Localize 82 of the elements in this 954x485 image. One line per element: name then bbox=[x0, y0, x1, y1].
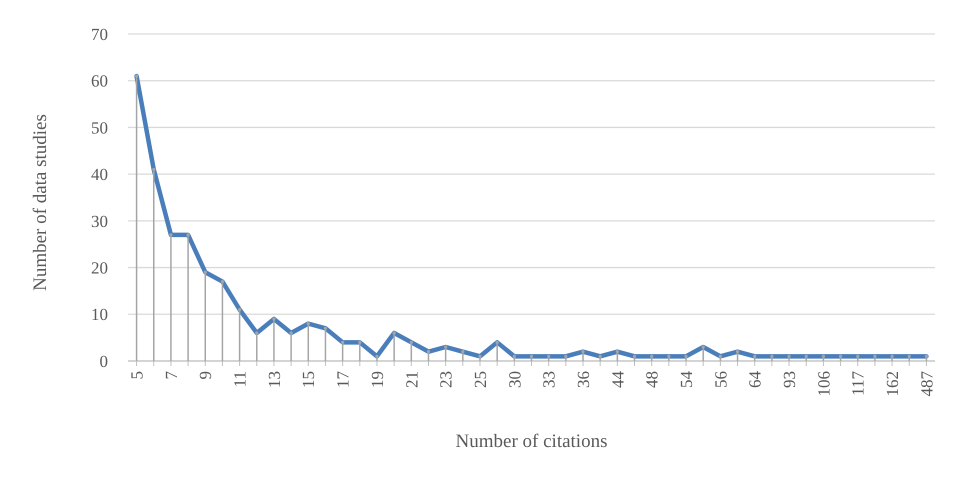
point bbox=[426, 350, 430, 354]
y-tick-label: 40 bbox=[91, 165, 108, 184]
point bbox=[908, 354, 911, 358]
point bbox=[186, 233, 190, 236]
point bbox=[530, 354, 534, 358]
y-tick-label: 20 bbox=[91, 258, 108, 278]
x-tick-label: 13 bbox=[264, 371, 284, 388]
x-tick-label: 23 bbox=[436, 371, 456, 388]
point bbox=[496, 340, 499, 344]
point bbox=[616, 350, 619, 354]
y-axis-title: Number of data studies bbox=[30, 114, 51, 291]
point bbox=[255, 331, 258, 335]
point bbox=[220, 280, 224, 284]
point bbox=[478, 354, 482, 358]
point bbox=[324, 326, 328, 330]
x-tick-label: 487 bbox=[917, 370, 936, 396]
x-tick-label: 25 bbox=[470, 371, 490, 388]
point bbox=[684, 354, 688, 358]
x-tick-label: 33 bbox=[540, 371, 559, 388]
point bbox=[838, 354, 842, 358]
point bbox=[770, 354, 774, 358]
point bbox=[856, 354, 860, 358]
x-tick-label: 162 bbox=[883, 371, 902, 396]
x-tick-label: 117 bbox=[848, 370, 868, 396]
point bbox=[787, 354, 791, 358]
point bbox=[581, 350, 585, 354]
line-series bbox=[134, 74, 929, 359]
x-tick-label: 30 bbox=[505, 371, 524, 388]
point bbox=[873, 354, 877, 358]
point bbox=[410, 340, 413, 344]
point bbox=[718, 354, 722, 358]
y-tick-label: 50 bbox=[91, 118, 108, 138]
point bbox=[890, 354, 894, 358]
y-tick-label: 60 bbox=[91, 72, 108, 91]
point bbox=[290, 331, 293, 335]
point bbox=[461, 350, 464, 354]
x-tick-label: 56 bbox=[711, 371, 730, 388]
point bbox=[358, 340, 362, 344]
point bbox=[204, 270, 207, 274]
point bbox=[341, 340, 344, 344]
point bbox=[924, 354, 928, 358]
x-tick-label: 7 bbox=[162, 370, 181, 380]
point bbox=[272, 317, 276, 321]
point bbox=[667, 354, 670, 358]
x-tick-label: 17 bbox=[334, 370, 353, 388]
point bbox=[512, 354, 516, 358]
point bbox=[306, 322, 310, 326]
point bbox=[392, 331, 396, 335]
x-tick-label: 9 bbox=[196, 371, 216, 380]
x-tick-label: 54 bbox=[676, 370, 696, 388]
point bbox=[753, 354, 756, 358]
x-tick-label: 19 bbox=[368, 371, 387, 388]
point bbox=[375, 354, 379, 358]
point bbox=[632, 354, 636, 358]
x-tick-label: 106 bbox=[814, 371, 834, 396]
x-tick-label: 44 bbox=[608, 370, 628, 388]
point bbox=[736, 350, 740, 354]
y-tick-label: 70 bbox=[91, 24, 108, 44]
x-tick-label: 5 bbox=[128, 371, 147, 380]
x-tick-label: 21 bbox=[402, 371, 422, 388]
point bbox=[152, 168, 156, 172]
point bbox=[650, 354, 654, 358]
x-tick-label: 93 bbox=[780, 371, 800, 388]
point bbox=[804, 354, 808, 358]
x-tick-label: 36 bbox=[574, 371, 593, 388]
point bbox=[134, 74, 138, 78]
point bbox=[238, 308, 242, 312]
y-tick-label: 0 bbox=[100, 352, 108, 371]
point bbox=[547, 354, 550, 358]
point bbox=[822, 354, 825, 358]
y-tick-label: 10 bbox=[91, 305, 108, 324]
point bbox=[702, 345, 705, 349]
x-axis-title: Number of citations bbox=[456, 431, 608, 452]
point bbox=[444, 345, 448, 349]
point bbox=[564, 354, 568, 358]
point bbox=[598, 354, 602, 358]
y-tick-label: 30 bbox=[91, 212, 108, 231]
x-tick-label: 15 bbox=[299, 371, 318, 388]
x-tick-label: 48 bbox=[642, 371, 662, 388]
point bbox=[169, 233, 173, 236]
x-tick-label: 64 bbox=[746, 370, 765, 388]
x-tick-label: 11 bbox=[230, 371, 250, 388]
